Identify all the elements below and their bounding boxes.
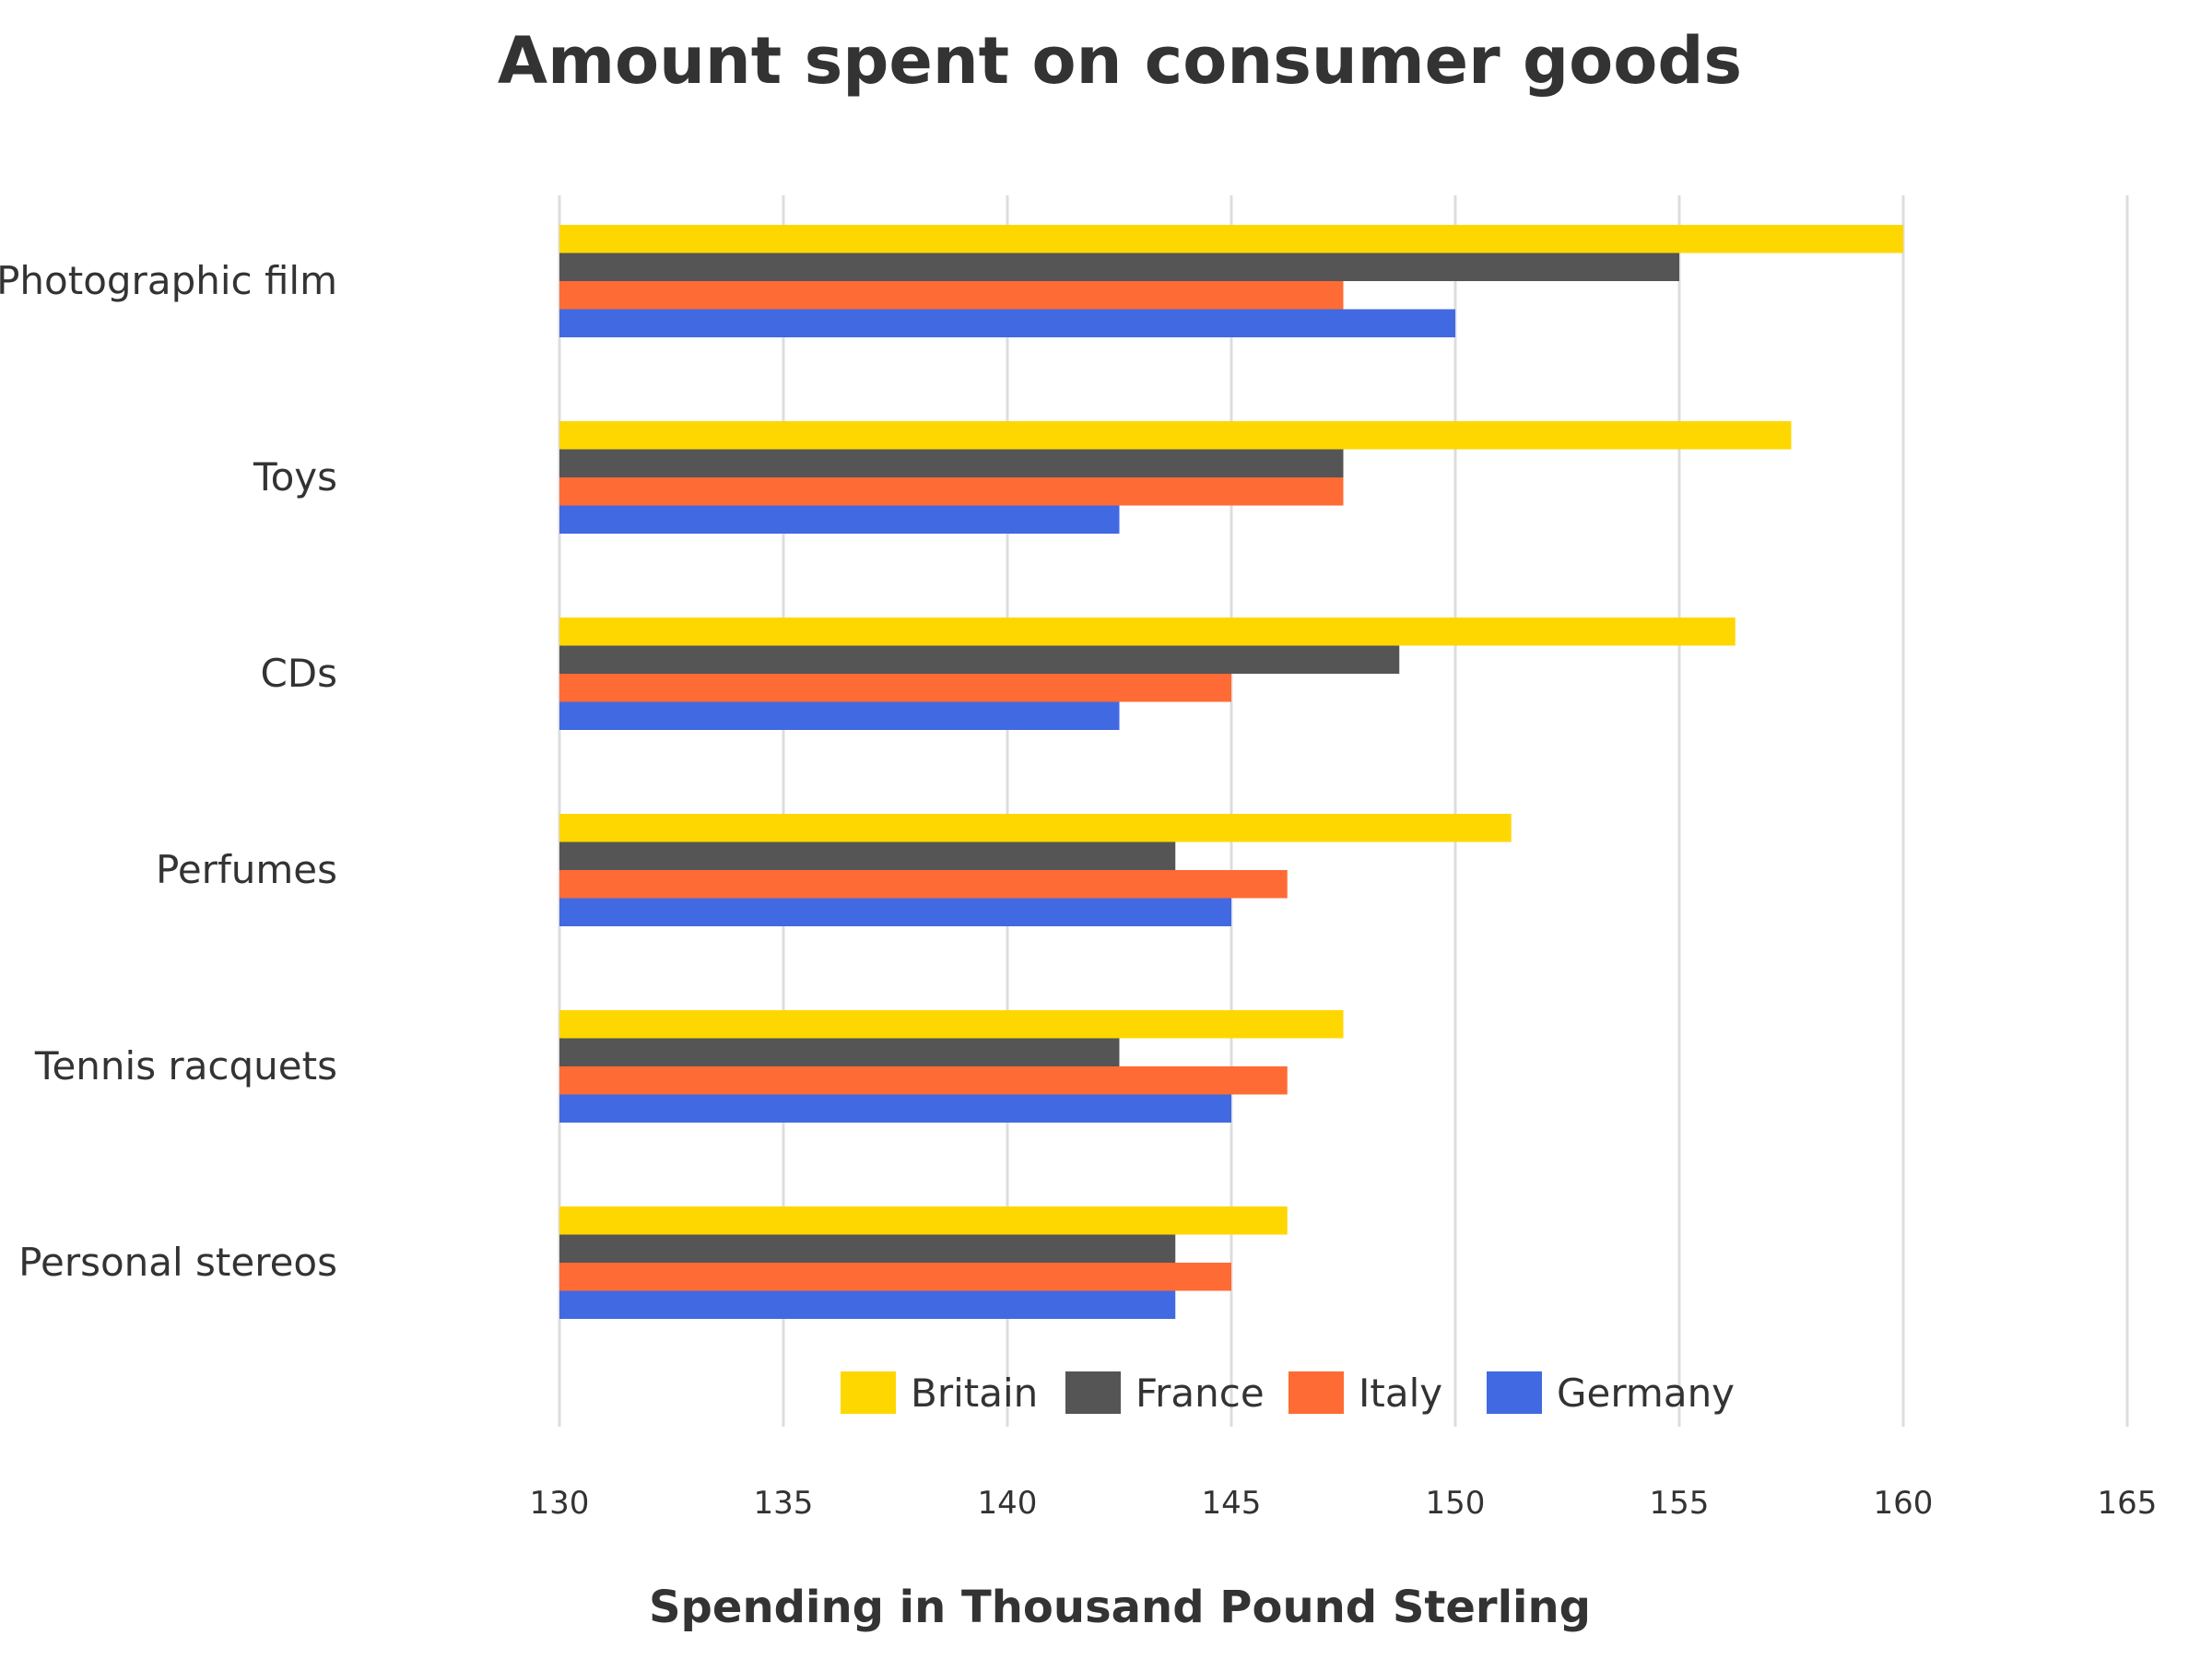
bar-layer bbox=[559, 225, 1903, 1319]
category-label-perfumes: Perfumes bbox=[156, 847, 337, 892]
grid-layer bbox=[558, 195, 2129, 1427]
bar-france-photographic-film bbox=[559, 253, 1679, 281]
x-tick-label-155: 155 bbox=[1650, 1485, 1710, 1522]
bar-britain-tennis-racquets bbox=[559, 1010, 1344, 1039]
bar-germany-photographic-film bbox=[559, 309, 1455, 337]
legend-label-britain: Britain bbox=[911, 1371, 1038, 1416]
x-tick-label-140: 140 bbox=[978, 1485, 1038, 1522]
bar-britain-photographic-film bbox=[559, 225, 1903, 253]
legend-swatch-britain bbox=[841, 1371, 896, 1414]
chart-title: Amount spent on consumer goods bbox=[498, 23, 1742, 99]
bar-france-personal-stereos bbox=[559, 1234, 1176, 1263]
legend-swatch-france bbox=[1065, 1371, 1121, 1414]
legend-label-germany: Germany bbox=[1557, 1371, 1735, 1416]
bar-britain-cds bbox=[559, 618, 1735, 646]
bar-britain-personal-stereos bbox=[559, 1206, 1288, 1235]
category-label-personal-stereos: Personal stereos bbox=[18, 1240, 337, 1285]
category-label-tennis-racquets: Tennis racquets bbox=[34, 1043, 337, 1088]
bar-germany-cds bbox=[559, 701, 1120, 730]
bar-italy-cds bbox=[559, 674, 1231, 702]
x-tick-label-130: 130 bbox=[530, 1485, 590, 1522]
x-tick-label-160: 160 bbox=[1874, 1485, 1934, 1522]
category-label-toys: Toys bbox=[253, 454, 337, 500]
bar-france-toys bbox=[559, 449, 1344, 477]
legend-label-france: France bbox=[1135, 1371, 1265, 1416]
legend-label-italy: Italy bbox=[1359, 1371, 1442, 1416]
x-tick-label-150: 150 bbox=[1426, 1485, 1486, 1522]
bar-italy-perfumes bbox=[559, 870, 1288, 899]
bar-italy-personal-stereos bbox=[559, 1263, 1231, 1291]
x-tick-label-145: 145 bbox=[1202, 1485, 1262, 1522]
category-label-photographic-film: Photographic film bbox=[0, 258, 337, 303]
legend: Britain France Italy Germany bbox=[841, 1371, 1735, 1416]
bar-italy-toys bbox=[559, 477, 1344, 506]
x-tick-label-135: 135 bbox=[754, 1485, 814, 1522]
bar-france-tennis-racquets bbox=[559, 1038, 1120, 1066]
bar-germany-personal-stereos bbox=[559, 1290, 1176, 1319]
label-layer: 130 135 140 145 150 155 160 165 Photographic fil… bbox=[0, 258, 2157, 1522]
bar-france-perfumes bbox=[559, 841, 1176, 870]
bar-france-cds bbox=[559, 645, 1400, 674]
bar-italy-tennis-racquets bbox=[559, 1066, 1288, 1095]
bar-germany-perfumes bbox=[559, 898, 1231, 926]
bar-germany-tennis-racquets bbox=[559, 1094, 1231, 1123]
bar-britain-perfumes bbox=[559, 814, 1512, 842]
x-axis-title: Spending in Thousand Pound Sterling bbox=[649, 1582, 1591, 1633]
legend-swatch-germany bbox=[1487, 1371, 1542, 1414]
legend-swatch-italy bbox=[1288, 1371, 1344, 1414]
category-label-cds: CDs bbox=[260, 651, 337, 696]
bar-britain-toys bbox=[559, 421, 1792, 450]
x-tick-label-165: 165 bbox=[2098, 1485, 2158, 1522]
bar-italy-photographic-film bbox=[559, 281, 1344, 310]
bar-germany-toys bbox=[559, 505, 1120, 534]
